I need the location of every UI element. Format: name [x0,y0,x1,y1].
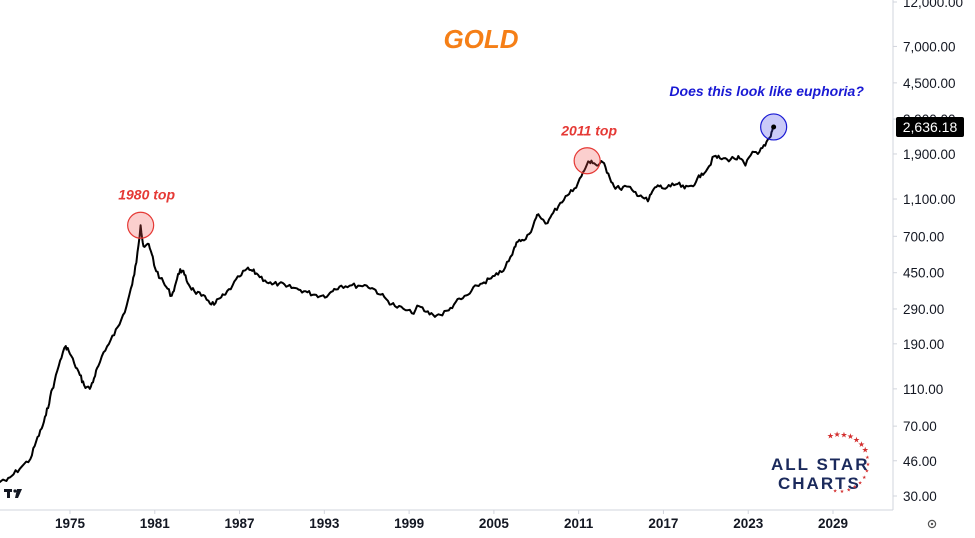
logo-line1: ALL STAR [771,455,869,474]
chart-title: GOLD [443,24,518,54]
logo-line2: CHARTS [778,474,861,493]
last-point-dot [771,124,777,130]
x-tick-label: 2011 [564,516,594,531]
y-tick-label: 1,900.00 [903,147,956,162]
x-tick-label: 2017 [648,516,678,531]
gear-icon[interactable] [927,519,937,529]
gold-price-line [0,126,775,484]
logo-star: ★ [865,469,870,475]
y-tick-label: 110.00 [903,382,943,397]
y-tick-label: 450.00 [903,266,944,281]
y-tick-label: 7,000.00 [903,39,956,54]
x-tick-label: 1975 [55,516,86,531]
x-axis-ticks: 1975 1981 1987 1993 1999 2005 2011 2017 2023 2029 [55,510,848,531]
x-tick-label: 1987 [225,516,255,531]
x-tick-label: 1999 [394,516,424,531]
x-tick-label: 1981 [140,516,171,531]
y-tick-label: 4,500.00 [903,76,956,91]
y-tick-label: 1,100.00 [903,192,956,207]
logo-star: ★ [840,430,847,439]
annotations: 1980 top 2011 top Does this look like euph… [118,83,864,239]
y-axis-ticks: 30.00 46.00 70.00 110.00 190.00 290.00 450.00 7… [893,0,963,504]
x-tick-label: 2029 [818,516,848,531]
logo-star: ★ [862,446,869,455]
y-tick-label: 290.00 [903,302,944,317]
y-tick-label: 46.00 [903,454,937,469]
annotation-label: 1980 top [118,186,175,202]
y-tick-label: 30.00 [903,489,937,504]
y-tick-label: 700.00 [903,229,944,244]
x-tick-label: 2023 [733,516,764,531]
logo-star: ★ [866,462,871,468]
y-tick-label: 190.00 [903,337,944,352]
logo-star: ★ [865,455,870,461]
annotation-label: Does this look like euphoria? [669,83,864,99]
last-value-badge: 2,636.18 [896,116,964,137]
x-tick-label: 2005 [479,516,510,531]
logo-star: ★ [846,488,851,494]
logo-star: ★ [840,489,845,495]
logo-star: ★ [862,475,867,481]
logo-star: ★ [834,430,841,439]
last-value-label: 2,636.18 [903,119,958,135]
annotation-label: 2011 top [560,123,617,139]
logo-stars: ★ ★ ★ ★★★★★★★★★★★★★ [827,430,871,495]
highlight-circle-top [127,211,155,239]
logo-star: ★ [847,432,854,441]
x-tick-label: 1993 [309,516,340,531]
tradingview-logo-icon [4,489,22,498]
highlight-circle-top [573,147,601,175]
logo-star: ★ [833,489,838,495]
y-tick-label: 70.00 [903,419,937,434]
logo-star: ★ [853,435,860,444]
logo-star: ★ [858,481,863,487]
logo-star: ★ [827,432,834,441]
logo-star: ★ [858,440,865,449]
y-tick-label: 12,000.00 [903,0,963,10]
all-star-charts-logo: ALL STAR CHARTS ★ ★ ★ ★★★★★★★★★★★★★ [771,430,871,495]
logo-star: ★ [853,485,858,491]
